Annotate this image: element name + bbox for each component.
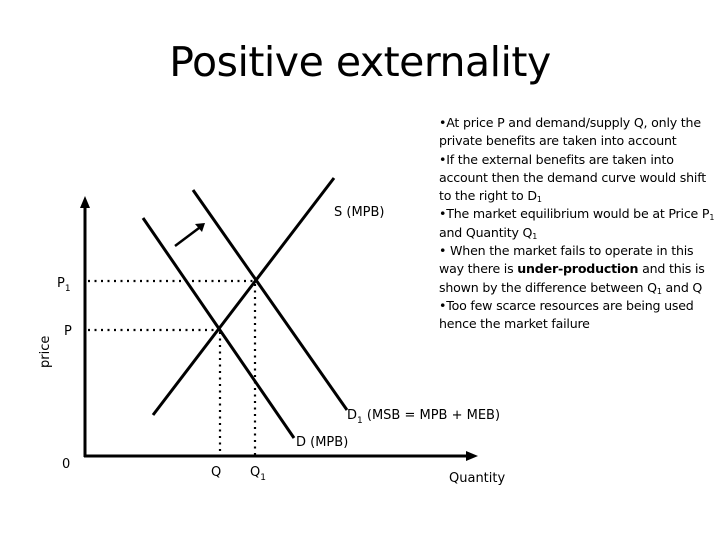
x-axis-arrowhead-icon: [466, 451, 478, 461]
slide-title: Positive externality: [169, 38, 551, 86]
bullet-item: •At price P and demand/supply Q, only th…: [439, 115, 701, 149]
p1-label: P1: [57, 276, 71, 294]
demand-curve: [141, 217, 296, 439]
bullet-item: •The market equilibrium would be at Pric…: [439, 206, 715, 241]
y-axis-arrowhead-icon: [80, 196, 90, 208]
shift-arrow-icon: [174, 227, 200, 247]
bullet-item: •Too few scarce resources are being used…: [439, 297, 694, 332]
shift-arrowhead-icon: [195, 223, 205, 232]
explanation-bullets: •At price P and demand/supply Q, only th…: [439, 114, 717, 334]
y-axis-label: price: [38, 336, 53, 368]
x-axis-label: Quantity: [449, 471, 505, 486]
q1-label: Q1: [250, 465, 266, 483]
bullet-item: • When the market fails to operate in th…: [439, 243, 705, 296]
shifted-demand-label: D1 (MSB = MPB + MEB): [347, 408, 500, 426]
supply-curve: [151, 177, 336, 416]
origin-label: 0: [62, 457, 70, 472]
bullet-item: •If the external benefits are taken into…: [439, 151, 706, 205]
p-label: P: [64, 324, 72, 339]
demand-label: D (MPB): [296, 435, 348, 450]
shifted-demand-curve: [191, 189, 349, 411]
supply-label: S (MPB): [334, 205, 385, 220]
q-label: Q: [211, 465, 221, 480]
